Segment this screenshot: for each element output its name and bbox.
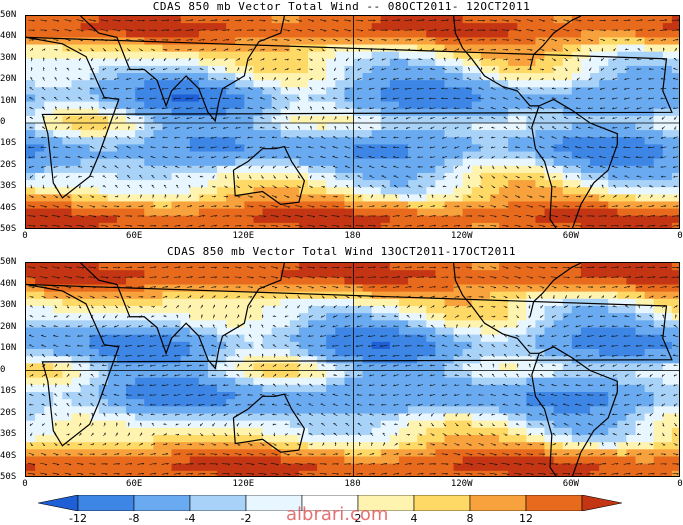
lat-label: 0 xyxy=(0,118,24,127)
colorbar-segment xyxy=(414,495,470,511)
lon-label: 180 xyxy=(344,479,360,489)
lat-label: 20S xyxy=(0,161,24,170)
colorbar-tick-label: 4 xyxy=(411,512,418,525)
panel-2-title: CDAS 850 mb Vector Total Wind 13OCT2011-… xyxy=(0,245,683,258)
colorbar-tick-label: 8 xyxy=(467,512,474,525)
lon-label: 120W xyxy=(451,231,473,241)
lat-label: 0 xyxy=(0,366,24,375)
lat-label: 30N xyxy=(0,301,24,310)
lon-label: 60E xyxy=(126,231,142,241)
colorbar-tick-label: 12 xyxy=(519,512,533,525)
lon-label: 60E xyxy=(126,479,142,489)
colorbar-segment xyxy=(582,495,622,511)
lat-label: 20N xyxy=(0,75,24,84)
lon-label: 60W xyxy=(563,479,579,489)
panel-1-title: CDAS 850 mb Vector Total Wind -- 08OCT20… xyxy=(0,0,683,13)
colorbar-tick-label: -12 xyxy=(69,512,87,525)
colorbar-segment xyxy=(190,495,246,511)
colorbar-tick-label: -8 xyxy=(129,512,140,525)
lat-label: 40N xyxy=(0,32,24,41)
lon-label: 120W xyxy=(451,479,473,489)
lat-label: 10N xyxy=(0,344,24,353)
colorbar-segment xyxy=(134,495,190,511)
colorbar-tick-label: -2 xyxy=(241,512,252,525)
lat-label: 40N xyxy=(0,280,24,289)
lat-label: 30S xyxy=(0,182,24,191)
lat-label: 40S xyxy=(0,452,24,461)
lat-label: 10S xyxy=(0,139,24,148)
lat-label: 20S xyxy=(0,409,24,418)
lon-label: 180 xyxy=(344,231,360,241)
lon-label: 0 xyxy=(22,231,27,241)
wind-map-1 xyxy=(26,16,680,229)
lat-label: 20N xyxy=(0,323,24,332)
wind-map-2 xyxy=(26,263,680,477)
watermark-text: albrari.com xyxy=(286,504,388,525)
lat-label: 50S xyxy=(0,225,24,234)
lon-label: 120E xyxy=(232,231,254,241)
lat-label: 30S xyxy=(0,430,24,439)
lat-label: 10S xyxy=(0,387,24,396)
lon-label: 0 xyxy=(677,231,682,241)
lat-label: 10N xyxy=(0,97,24,106)
lon-label: 0 xyxy=(22,479,27,489)
wind-map-panel-1 xyxy=(25,15,680,229)
lat-label: 30N xyxy=(0,54,24,63)
colorbar-segment xyxy=(526,495,582,511)
colorbar-segment xyxy=(78,495,134,511)
lat-label: 50N xyxy=(0,258,24,267)
colorbar-tick-label: -4 xyxy=(185,512,196,525)
lon-label: 60W xyxy=(563,231,579,241)
lat-label: 50S xyxy=(0,473,24,482)
lon-label: 120E xyxy=(232,479,254,489)
lon-label: 0 xyxy=(677,479,682,489)
colorbar-segment xyxy=(38,495,78,511)
lat-label: 40S xyxy=(0,204,24,213)
wind-map-panel-2 xyxy=(25,262,680,477)
colorbar-segment xyxy=(470,495,526,511)
lat-label: 50N xyxy=(0,11,24,20)
